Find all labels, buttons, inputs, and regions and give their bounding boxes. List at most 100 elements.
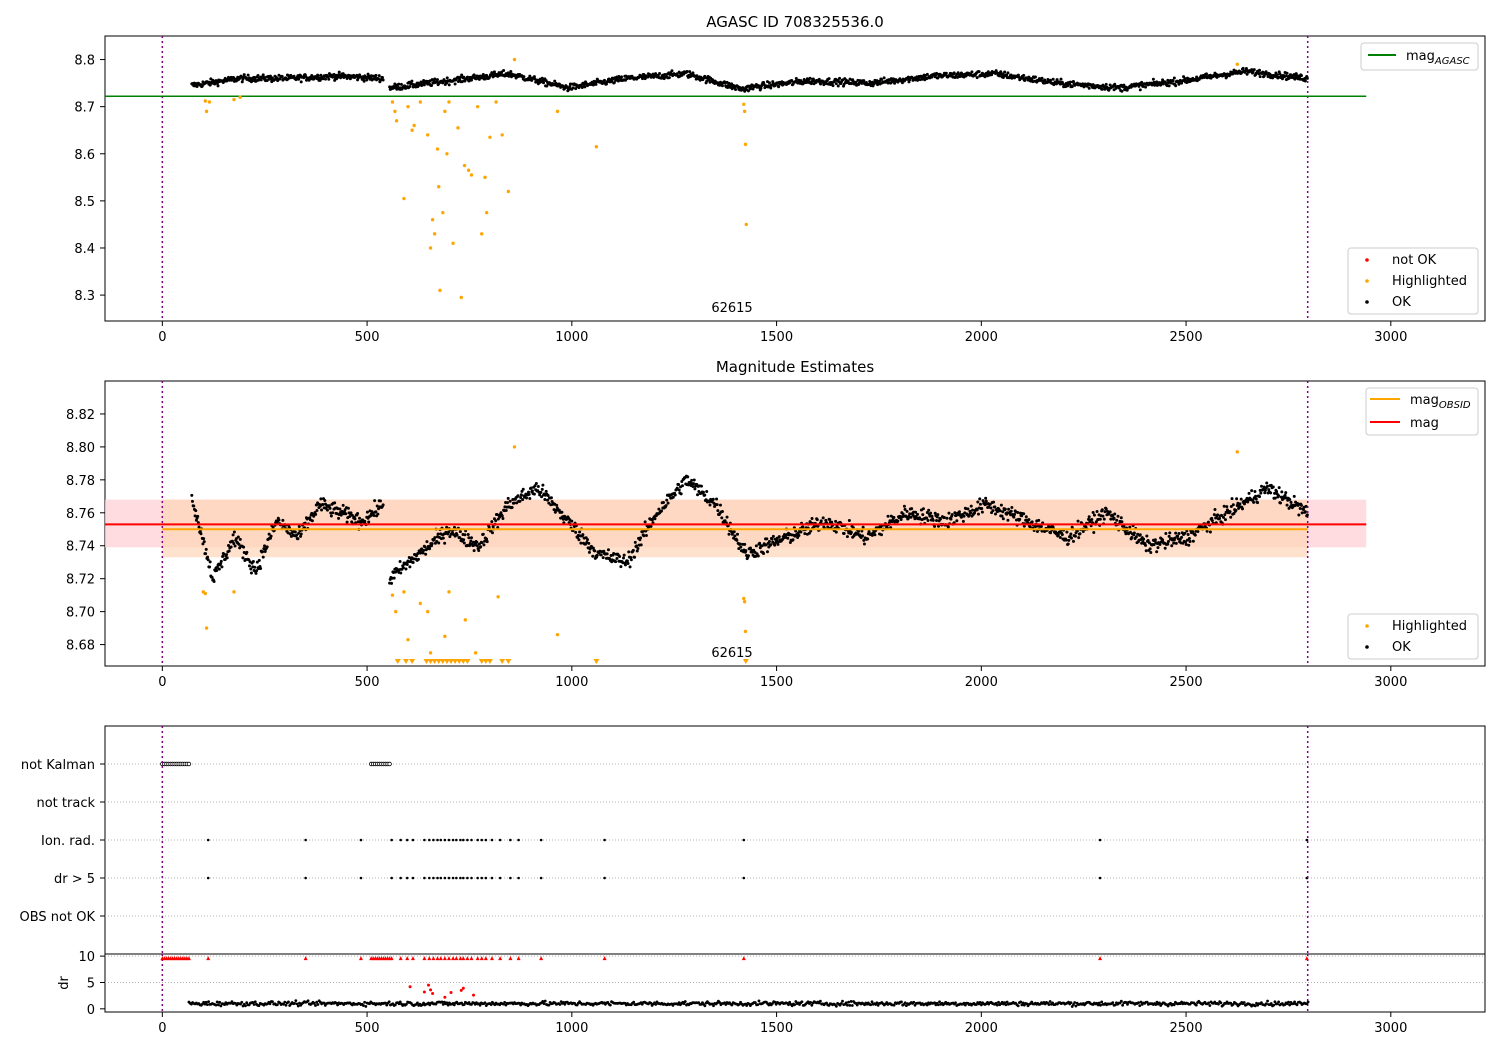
ok-point bbox=[560, 510, 564, 514]
ok-point bbox=[633, 540, 637, 544]
ok-point bbox=[577, 538, 581, 542]
panel-dr-plot bbox=[105, 954, 1485, 1012]
flag-point bbox=[399, 876, 402, 880]
highlighted-point bbox=[463, 618, 468, 622]
ok-point bbox=[665, 498, 669, 502]
ok-point bbox=[685, 70, 689, 74]
ok-point bbox=[504, 509, 508, 513]
ok-point bbox=[1071, 80, 1075, 84]
flag-point bbox=[490, 876, 494, 880]
dr-ok-point bbox=[387, 1000, 391, 1004]
ok-point bbox=[1166, 542, 1170, 546]
ok-point bbox=[879, 533, 883, 537]
ok-point bbox=[991, 509, 995, 513]
ok-point bbox=[1305, 513, 1309, 517]
ok-point bbox=[653, 517, 657, 521]
ok-point bbox=[748, 546, 752, 550]
ok-point bbox=[605, 552, 609, 556]
ok-point bbox=[1155, 550, 1159, 554]
ok-point bbox=[677, 488, 681, 492]
ok-point bbox=[715, 497, 719, 501]
flag-point bbox=[304, 838, 307, 842]
ok-point bbox=[1005, 73, 1009, 77]
ok-point bbox=[1022, 524, 1026, 528]
ok-point bbox=[571, 86, 575, 90]
dr-ok-point bbox=[446, 1003, 450, 1007]
highlighted-point bbox=[488, 135, 492, 139]
ok-point bbox=[639, 536, 643, 540]
ok-point bbox=[976, 512, 980, 516]
dr-ok-point bbox=[363, 1000, 367, 1004]
ok-point bbox=[1277, 494, 1281, 498]
ok-point bbox=[428, 547, 432, 551]
ok-point bbox=[327, 504, 331, 508]
dr-capped-marker bbox=[303, 956, 308, 961]
ok-point bbox=[208, 565, 212, 569]
highlighted-point bbox=[203, 591, 208, 596]
ok-point bbox=[1170, 544, 1174, 548]
ok-point bbox=[263, 544, 267, 548]
ok-point bbox=[946, 525, 950, 529]
panel-dr-frame bbox=[104, 953, 1486, 1013]
ok-point bbox=[568, 84, 572, 88]
ok-point bbox=[1120, 89, 1124, 93]
ok-point bbox=[1144, 549, 1148, 553]
ok-point bbox=[425, 540, 429, 544]
ok-point bbox=[231, 533, 235, 537]
dr-ok-point bbox=[800, 1000, 804, 1004]
ok-point bbox=[986, 70, 990, 74]
ok-point bbox=[756, 554, 760, 558]
ok-point bbox=[1191, 530, 1195, 534]
highlighted-point bbox=[512, 445, 517, 449]
ok-point bbox=[992, 500, 996, 504]
ok-point bbox=[794, 76, 798, 80]
ok-point bbox=[830, 520, 834, 524]
flag-point bbox=[432, 838, 435, 842]
ok-point bbox=[1187, 537, 1191, 541]
ok-point bbox=[1241, 66, 1245, 70]
ok-point bbox=[433, 77, 437, 81]
ok-point bbox=[836, 84, 840, 88]
ok-point bbox=[1122, 524, 1126, 528]
ok-point bbox=[1049, 78, 1053, 82]
highlighted-point bbox=[742, 600, 747, 604]
ok-point bbox=[886, 514, 890, 518]
ok-point bbox=[241, 556, 245, 560]
flag-point bbox=[428, 876, 431, 880]
ok-point bbox=[267, 532, 271, 536]
flag-point bbox=[470, 876, 473, 880]
ok-point bbox=[261, 555, 265, 559]
flag-point bbox=[443, 876, 447, 880]
ok-point bbox=[398, 559, 402, 563]
ok-point bbox=[380, 76, 384, 80]
ok-point bbox=[1191, 539, 1195, 543]
flag-point bbox=[428, 838, 431, 842]
dr-ok-point bbox=[753, 1001, 757, 1004]
ok-point bbox=[490, 531, 494, 535]
highlighted-point bbox=[390, 593, 395, 597]
flag-point bbox=[443, 838, 447, 842]
dr-ok-point bbox=[271, 1000, 274, 1004]
ok-point bbox=[1229, 515, 1233, 519]
legend-mag-obsid-label: mag bbox=[1410, 393, 1439, 408]
dr-ok-point bbox=[282, 1002, 285, 1006]
ok-point bbox=[1030, 520, 1034, 524]
highlighted-point bbox=[412, 123, 416, 128]
ok-point bbox=[866, 537, 870, 541]
ok-point bbox=[935, 518, 939, 522]
dr-ok-point bbox=[1016, 1004, 1020, 1008]
ok-point bbox=[754, 544, 758, 548]
ok-point bbox=[204, 552, 208, 556]
ok-point bbox=[810, 517, 814, 521]
ok-point bbox=[1018, 517, 1022, 521]
ok-point bbox=[227, 543, 231, 547]
ok-point bbox=[1250, 489, 1254, 493]
dr-ok-point bbox=[296, 1004, 300, 1008]
ytick-label: 0 bbox=[87, 1003, 95, 1018]
ok-point bbox=[746, 89, 750, 93]
ok-point bbox=[1145, 534, 1149, 538]
xtick-label: 1500 bbox=[760, 675, 793, 690]
ok-point bbox=[501, 517, 505, 521]
dr-ok-point bbox=[1253, 1004, 1257, 1008]
ok-point bbox=[1303, 510, 1307, 514]
